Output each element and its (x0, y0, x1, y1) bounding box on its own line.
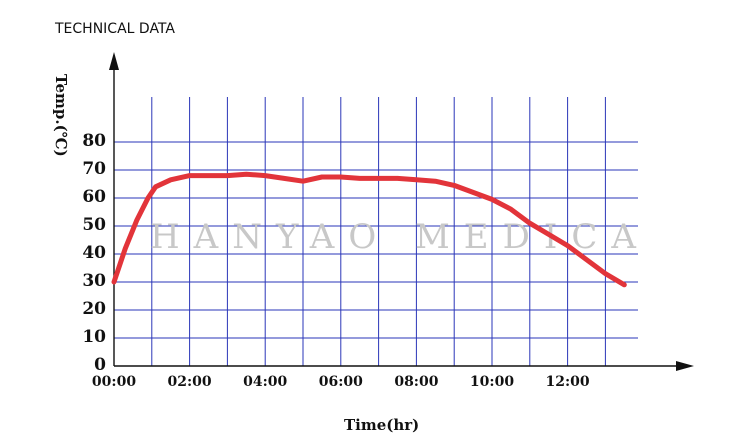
x-tick-label: 00:00 (92, 374, 136, 390)
y-tick-label: 40 (82, 243, 106, 263)
y-tick-label: 50 (82, 215, 106, 235)
y-tick-label: 60 (82, 187, 106, 207)
y-axis-label: Temp.(℃) (52, 74, 70, 157)
y-tick-label: 10 (82, 327, 106, 347)
chart-grid (114, 97, 638, 366)
x-tick-labels: 00:00 02:00 04:00 06:00 08:00 10:00 12:00 (92, 374, 590, 390)
x-tick-label: 06:00 (319, 374, 363, 390)
y-axis-arrow (109, 52, 119, 70)
x-axis-arrow (676, 361, 694, 371)
x-tick-label: 02:00 (168, 374, 212, 390)
y-tick-label: 30 (82, 271, 106, 291)
series-line-temperature (111, 171, 627, 288)
series-group (111, 171, 627, 288)
y-tick-label: 0 (94, 355, 106, 375)
x-axis-label: Time(hr) (344, 416, 419, 434)
y-tick-label: 70 (82, 159, 106, 179)
x-tick-label: 12:00 (546, 374, 590, 390)
x-tick-label: 04:00 (243, 374, 287, 390)
x-tick-label: 08:00 (394, 374, 438, 390)
y-tick-labels: 0 10 20 30 40 50 60 70 80 (82, 131, 106, 375)
y-tick-label: 20 (82, 299, 106, 319)
x-tick-label: 10:00 (470, 374, 514, 390)
y-tick-label: 80 (82, 131, 106, 151)
chart-title: TECHNICAL DATA (54, 21, 175, 37)
chart-axes (109, 52, 694, 371)
